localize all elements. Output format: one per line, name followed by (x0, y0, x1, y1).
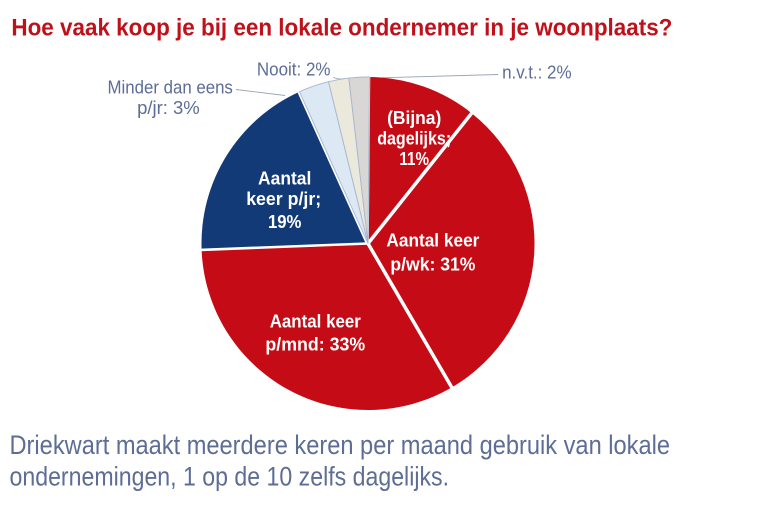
svg-text:Minder dan eens: Minder dan eens (108, 78, 233, 98)
svg-text:19%: 19% (268, 212, 302, 232)
svg-text:11%: 11% (399, 149, 429, 169)
svg-text:Nooit: 2%: Nooit: 2% (257, 59, 331, 79)
svg-text:Driekwart maakt meerdere keren: Driekwart maakt meerdere keren per maand… (10, 430, 671, 460)
svg-text:Aantal keer: Aantal keer (386, 230, 479, 250)
svg-text:Hoe vaak koop je bij een lokal: Hoe vaak koop je bij een lokale ondernem… (11, 15, 672, 42)
svg-text:Aantal: Aantal (258, 168, 311, 188)
svg-text:p/mnd: 33%: p/mnd: 33% (265, 335, 365, 355)
svg-text:(Bijna): (Bijna) (387, 108, 441, 128)
svg-text:p/jr: 3%: p/jr: 3% (137, 98, 200, 118)
svg-text:keer p/jr;: keer p/jr; (246, 189, 321, 209)
svg-text:ondernemingen, 1 op de 10 zelf: ondernemingen, 1 op de 10 zelfs dagelijk… (10, 461, 450, 491)
svg-text:n.v.t.: 2%: n.v.t.: 2% (502, 63, 571, 83)
svg-text:dagelijks;: dagelijks; (377, 128, 451, 148)
svg-text:p/wk: 31%: p/wk: 31% (390, 254, 475, 274)
svg-text:Aantal keer: Aantal keer (270, 312, 361, 332)
